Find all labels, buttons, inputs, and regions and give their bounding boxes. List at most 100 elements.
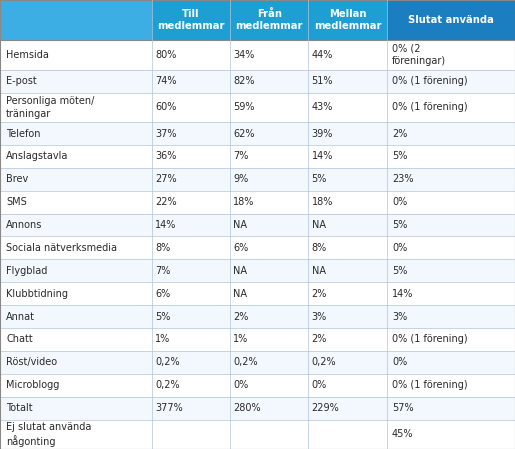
Bar xyxy=(0,305,152,328)
Text: 59%: 59% xyxy=(233,102,255,112)
Bar xyxy=(387,0,515,40)
Bar xyxy=(387,260,515,282)
Text: 1%: 1% xyxy=(155,335,170,344)
Bar xyxy=(387,168,515,191)
Text: Anslagstavla: Anslagstavla xyxy=(6,151,68,161)
Bar xyxy=(308,374,387,396)
Text: NA: NA xyxy=(312,220,325,230)
Text: Totalt: Totalt xyxy=(6,403,32,413)
Bar xyxy=(230,191,308,214)
Text: 34%: 34% xyxy=(233,50,255,60)
Text: 14%: 14% xyxy=(392,289,413,299)
Text: 0%: 0% xyxy=(392,197,407,207)
Text: Annat: Annat xyxy=(6,312,35,321)
Bar xyxy=(308,328,387,351)
Bar xyxy=(387,237,515,260)
Text: 3%: 3% xyxy=(312,312,327,321)
Bar xyxy=(308,214,387,237)
Bar xyxy=(387,145,515,168)
Text: 39%: 39% xyxy=(312,128,333,138)
Bar xyxy=(152,351,230,374)
Bar xyxy=(230,305,308,328)
Text: 5%: 5% xyxy=(312,174,327,184)
Text: 0,2%: 0,2% xyxy=(312,357,336,367)
Bar xyxy=(308,260,387,282)
Bar xyxy=(152,70,230,92)
Bar xyxy=(308,305,387,328)
Bar xyxy=(308,237,387,260)
Bar xyxy=(0,40,152,70)
Text: 44%: 44% xyxy=(312,50,333,60)
Bar xyxy=(387,374,515,396)
Bar xyxy=(0,168,152,191)
Text: 57%: 57% xyxy=(392,403,414,413)
Bar xyxy=(387,351,515,374)
Text: 14%: 14% xyxy=(155,220,177,230)
Bar xyxy=(387,419,515,449)
Bar xyxy=(230,419,308,449)
Text: 22%: 22% xyxy=(155,197,177,207)
Text: E-post: E-post xyxy=(6,76,37,86)
Text: NA: NA xyxy=(233,220,247,230)
Bar xyxy=(152,40,230,70)
Bar xyxy=(387,92,515,122)
Bar xyxy=(152,328,230,351)
Text: 8%: 8% xyxy=(155,243,170,253)
Bar xyxy=(230,70,308,92)
Bar xyxy=(230,168,308,191)
Bar xyxy=(0,191,152,214)
Text: 0% (1 förening): 0% (1 förening) xyxy=(392,380,468,390)
Bar xyxy=(387,305,515,328)
Text: 36%: 36% xyxy=(155,151,177,161)
Text: 6%: 6% xyxy=(233,243,249,253)
Bar xyxy=(308,168,387,191)
Text: 5%: 5% xyxy=(392,220,407,230)
Text: Flygblad: Flygblad xyxy=(6,266,47,276)
Text: 43%: 43% xyxy=(312,102,333,112)
Text: 0%: 0% xyxy=(392,243,407,253)
Bar xyxy=(387,122,515,145)
Bar xyxy=(387,214,515,237)
Text: NA: NA xyxy=(233,289,247,299)
Bar xyxy=(230,328,308,351)
Text: Chatt: Chatt xyxy=(6,335,33,344)
Text: SMS: SMS xyxy=(6,197,27,207)
Text: 3%: 3% xyxy=(392,312,407,321)
Bar xyxy=(0,396,152,419)
Text: 1%: 1% xyxy=(233,335,249,344)
Text: 0,2%: 0,2% xyxy=(155,357,180,367)
Bar xyxy=(230,122,308,145)
Text: Mellan
medlemmar: Mellan medlemmar xyxy=(314,9,382,31)
Bar xyxy=(387,282,515,305)
Text: 7%: 7% xyxy=(155,266,170,276)
Text: 18%: 18% xyxy=(312,197,333,207)
Bar xyxy=(152,282,230,305)
Bar xyxy=(0,214,152,237)
Text: 14%: 14% xyxy=(312,151,333,161)
Text: Klubbtidning: Klubbtidning xyxy=(6,289,68,299)
Text: Brev: Brev xyxy=(6,174,28,184)
Text: 5%: 5% xyxy=(392,266,407,276)
Text: 51%: 51% xyxy=(312,76,333,86)
Bar xyxy=(308,191,387,214)
Bar xyxy=(152,168,230,191)
Text: 0% (1 förening): 0% (1 förening) xyxy=(392,335,468,344)
Bar xyxy=(230,92,308,122)
Text: NA: NA xyxy=(233,266,247,276)
Text: 5%: 5% xyxy=(155,312,170,321)
Bar xyxy=(0,237,152,260)
Bar xyxy=(152,0,230,40)
Text: 37%: 37% xyxy=(155,128,177,138)
Bar xyxy=(0,351,152,374)
Bar xyxy=(230,396,308,419)
Text: 229%: 229% xyxy=(312,403,339,413)
Bar xyxy=(308,0,387,40)
Text: 280%: 280% xyxy=(233,403,261,413)
Text: 2%: 2% xyxy=(392,128,407,138)
Bar xyxy=(308,282,387,305)
Text: 0% (2
föreningar): 0% (2 föreningar) xyxy=(392,44,446,66)
Bar xyxy=(308,396,387,419)
Bar xyxy=(0,92,152,122)
Bar xyxy=(0,328,152,351)
Bar xyxy=(308,145,387,168)
